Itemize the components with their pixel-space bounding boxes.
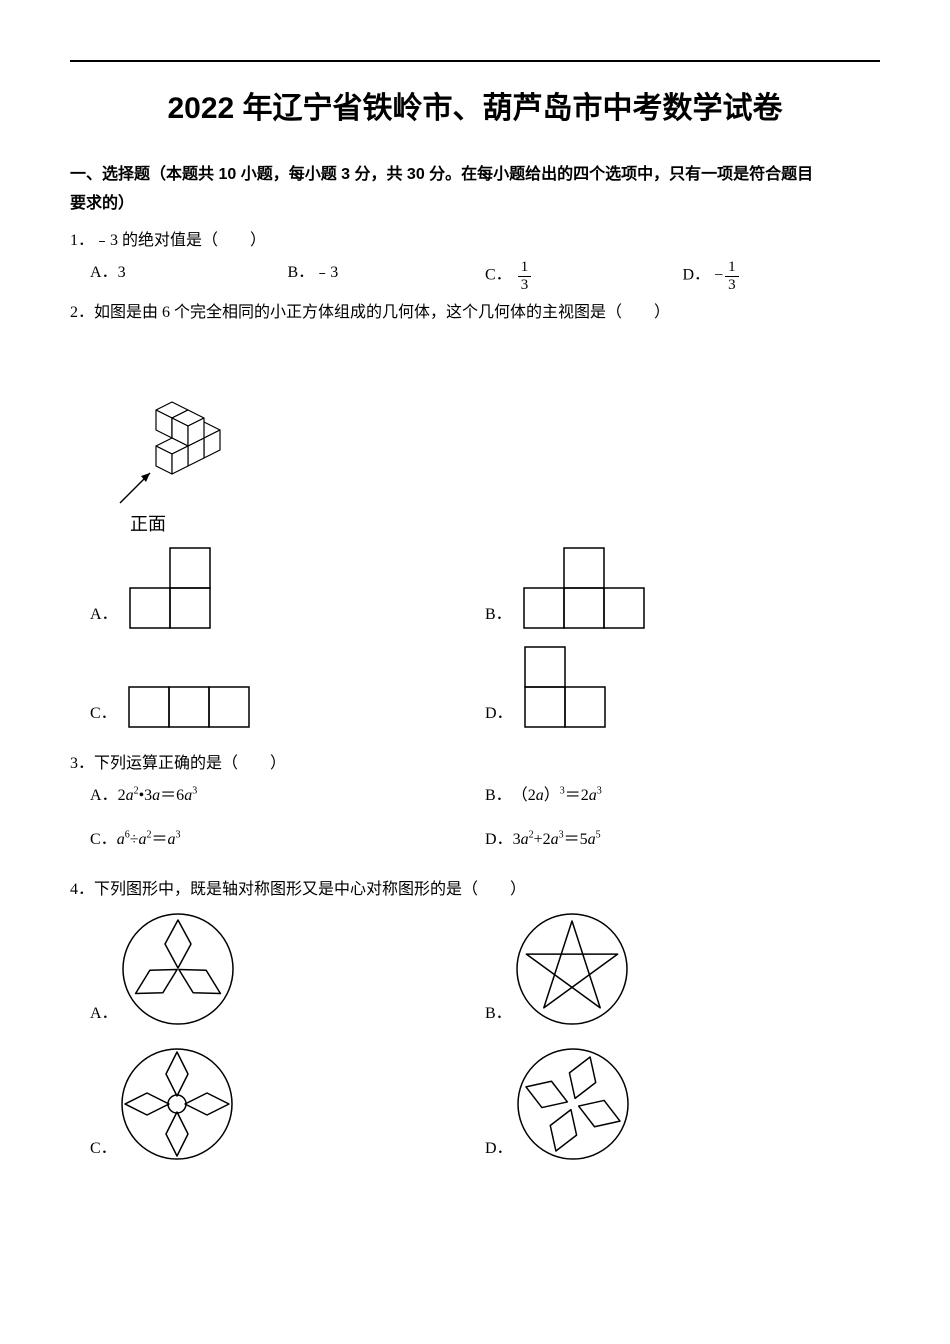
q4-option-c[interactable]: C． — [90, 1044, 485, 1164]
top-rule — [70, 60, 880, 62]
q1-stem: 1．﹣3 的绝对值是（ ） — [70, 227, 880, 256]
question-2: 2．如图是由 6 个完全相同的小正方体组成的几何体，这个几何体的主视图是（ ） … — [70, 299, 880, 743]
symmetry-figure-b — [512, 909, 632, 1029]
question-1: 1．﹣3 的绝对值是（ ） A．3 B．﹣3 C． 13 D． −13 — [70, 227, 880, 294]
q3-option-d[interactable]: D． 3a2+2a3＝5a5 — [485, 826, 880, 855]
question-3: 3．下列运算正确的是（ ） A． 2a2•3a＝6a3 B． （2a）3＝2a3… — [70, 750, 880, 870]
question-4: 4．下列图形中，既是轴对称图形又是中心对称图形的是（ ） A． B． C． D． — [70, 876, 880, 1179]
q2-option-d[interactable]: D． — [485, 645, 880, 729]
grid-shape-b — [522, 546, 646, 630]
q3-option-b[interactable]: B． （2a）3＝2a3 — [485, 782, 880, 811]
grid-shape-a — [128, 546, 212, 630]
q2-stem: 2．如图是由 6 个完全相同的小正方体组成的几何体，这个几何体的主视图是（ ） — [70, 299, 880, 328]
symmetry-figure-d — [513, 1044, 633, 1164]
q2-option-a[interactable]: A． — [90, 546, 485, 630]
q4-stem: 4．下列图形中，既是轴对称图形又是中心对称图形的是（ ） — [70, 876, 880, 905]
grid-shape-c — [127, 685, 251, 729]
section-heading-line2: 要求的） — [70, 195, 134, 212]
grid-shape-d — [523, 645, 607, 729]
q4-option-a[interactable]: A． — [90, 909, 485, 1029]
section-heading-line1: 一、选择题（本题共 10 小题，每小题 3 分，共 30 分。在每小题给出的四个… — [70, 166, 813, 183]
q1-option-a[interactable]: A．3 — [90, 259, 288, 293]
q1-option-c[interactable]: C． 13 — [485, 259, 683, 293]
q2-isometric-figure: 正面 — [100, 338, 880, 540]
q2-option-c[interactable]: C． — [90, 645, 485, 729]
q1-option-b[interactable]: B．﹣3 — [288, 259, 486, 293]
q3-option-c[interactable]: C． a6÷a2＝a3 — [90, 826, 485, 855]
q4-option-d[interactable]: D． — [485, 1044, 880, 1164]
symmetry-figure-a — [118, 909, 238, 1029]
section-heading: 一、选择题（本题共 10 小题，每小题 3 分，共 30 分。在每小题给出的四个… — [70, 161, 880, 219]
q2-option-b[interactable]: B． — [485, 546, 880, 630]
q3-stem: 3．下列运算正确的是（ ） — [70, 750, 880, 779]
q1-option-d[interactable]: D． −13 — [683, 259, 881, 293]
q4-option-b[interactable]: B． — [485, 909, 880, 1029]
q3-option-a[interactable]: A． 2a2•3a＝6a3 — [90, 782, 485, 811]
front-label: 正面 — [130, 508, 880, 540]
symmetry-figure-c — [117, 1044, 237, 1164]
page-title: 2022 年辽宁省铁岭市、葫芦岛市中考数学试卷 — [70, 82, 880, 136]
